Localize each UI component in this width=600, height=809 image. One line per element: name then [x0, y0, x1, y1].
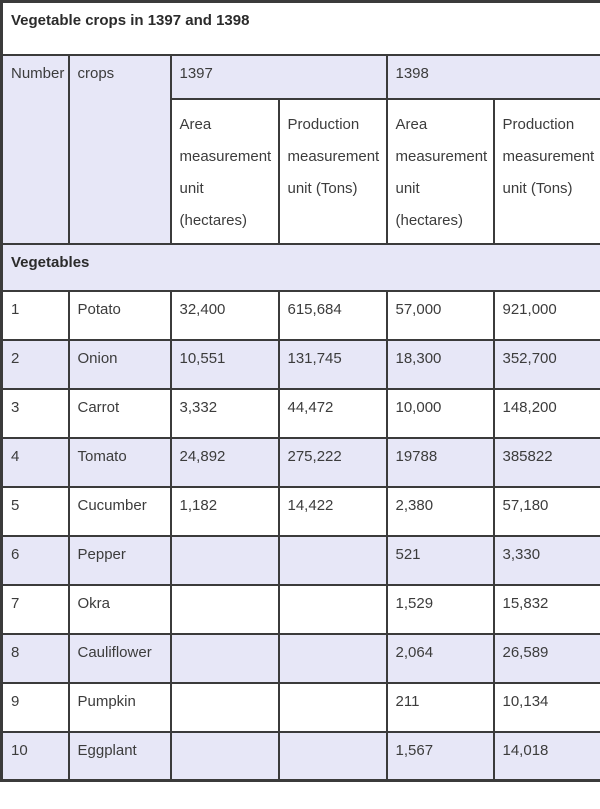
table-row: 9 Pumpkin 211 10,134 [0, 681, 600, 733]
cell-area-1398: 10,000 [385, 387, 495, 439]
table-row: 6 Pepper 521 3,330 [0, 534, 600, 586]
cell-production-1398: 3,330 [492, 534, 600, 586]
cell-area-1398: 2,064 [385, 632, 495, 684]
table-title-row: Vegetable crops in 1397 and 1398 [0, 0, 600, 56]
cell-area-1397 [169, 681, 280, 733]
column-header-year-1397: 1397 [169, 53, 388, 100]
cell-crop: Cucumber [67, 485, 172, 537]
table-row: 2 Onion 10,551 131,745 18,300 352,700 [0, 338, 600, 390]
cell-production-1398: 15,832 [492, 583, 600, 635]
cell-number: 4 [0, 436, 70, 488]
cell-area-1398: 18,300 [385, 338, 495, 390]
cell-number: 1 [0, 289, 70, 341]
table-header-row: Number crops 1397 1398 [0, 53, 600, 245]
cell-production-1397 [277, 534, 388, 586]
cell-area-1398: 1,567 [385, 730, 495, 782]
cell-production-1398: 385822 [492, 436, 600, 488]
column-header-production-1397: Production measurement unit (Tons) [277, 97, 388, 245]
cell-production-1397 [277, 583, 388, 635]
cell-crop: Okra [67, 583, 172, 635]
cell-area-1397 [169, 632, 280, 684]
cell-area-1397: 10,551 [169, 338, 280, 390]
column-header-production-1398: Production measurement unit (Tons) [492, 97, 600, 245]
cell-crop: Carrot [67, 387, 172, 439]
cell-crop: Cauliflower [67, 632, 172, 684]
cell-production-1398: 10,134 [492, 681, 600, 733]
column-header-year-1398: 1398 [385, 53, 600, 100]
column-header-crops: crops [67, 53, 172, 245]
cell-production-1398: 57,180 [492, 485, 600, 537]
cell-production-1398: 26,589 [492, 632, 600, 684]
column-header-area-1398: Area measurement unit (hectares) [385, 97, 495, 245]
table-subheader-row: Area measurement unit (hectares) Product… [2, 97, 600, 245]
cell-area-1398: 521 [385, 534, 495, 586]
table-row: 3 Carrot 3,332 44,472 10,000 148,200 [0, 387, 600, 439]
cell-area-1398: 19788 [385, 436, 495, 488]
cell-area-1398: 1,529 [385, 583, 495, 635]
cell-production-1397: 275,222 [277, 436, 388, 488]
cell-production-1398: 352,700 [492, 338, 600, 390]
cell-production-1398: 14,018 [492, 730, 600, 782]
cell-number: 5 [0, 485, 70, 537]
table-row: 1 Potato 32,400 615,684 57,000 921,000 [0, 289, 600, 341]
table-row: 5 Cucumber 1,182 14,422 2,380 57,180 [0, 485, 600, 537]
column-header-number: Number [0, 53, 70, 245]
cell-production-1397 [277, 632, 388, 684]
cell-number: 3 [0, 387, 70, 439]
cell-crop: Potato [67, 289, 172, 341]
table-row: 4 Tomato 24,892 275,222 19788 385822 [0, 436, 600, 488]
vegetable-crops-page: Vegetable crops in 1397 and 1398 Number … [0, 0, 600, 782]
cell-production-1398: 921,000 [492, 289, 600, 341]
table-row: 7 Okra 1,529 15,832 [0, 583, 600, 635]
section-label: Vegetables [0, 242, 600, 292]
cell-crop: Pumpkin [67, 681, 172, 733]
table-row: 8 Cauliflower 2,064 26,589 [0, 632, 600, 684]
cell-area-1398: 2,380 [385, 485, 495, 537]
cell-production-1397: 131,745 [277, 338, 388, 390]
cell-area-1397: 1,182 [169, 485, 280, 537]
vegetable-crops-table: Vegetable crops in 1397 and 1398 Number … [0, 0, 600, 782]
cell-area-1397 [169, 583, 280, 635]
cell-number: 7 [0, 583, 70, 635]
cell-crop: Pepper [67, 534, 172, 586]
column-header-area-1397: Area measurement unit (hectares) [169, 97, 280, 245]
cell-number: 2 [0, 338, 70, 390]
cell-production-1398: 148,200 [492, 387, 600, 439]
cell-area-1397: 24,892 [169, 436, 280, 488]
cell-area-1398: 211 [385, 681, 495, 733]
cell-area-1397 [169, 534, 280, 586]
cell-area-1398: 57,000 [385, 289, 495, 341]
cell-number: 9 [0, 681, 70, 733]
cell-crop: Tomato [67, 436, 172, 488]
cell-production-1397: 615,684 [277, 289, 388, 341]
cell-crop: Onion [67, 338, 172, 390]
cell-production-1397 [277, 730, 388, 782]
cell-number: 8 [0, 632, 70, 684]
page-title: Vegetable crops in 1397 and 1398 [0, 0, 600, 56]
cell-area-1397: 3,332 [169, 387, 280, 439]
cell-production-1397: 44,472 [277, 387, 388, 439]
cell-area-1397: 32,400 [169, 289, 280, 341]
cell-number: 10 [0, 730, 70, 782]
cell-production-1397: 14,422 [277, 485, 388, 537]
cell-crop: Eggplant [67, 730, 172, 782]
cell-production-1397 [277, 681, 388, 733]
cell-number: 6 [0, 534, 70, 586]
table-row: 10 Eggplant 1,567 14,018 [0, 730, 600, 782]
section-header-row: Vegetables [0, 242, 600, 292]
cell-area-1397 [169, 730, 280, 782]
